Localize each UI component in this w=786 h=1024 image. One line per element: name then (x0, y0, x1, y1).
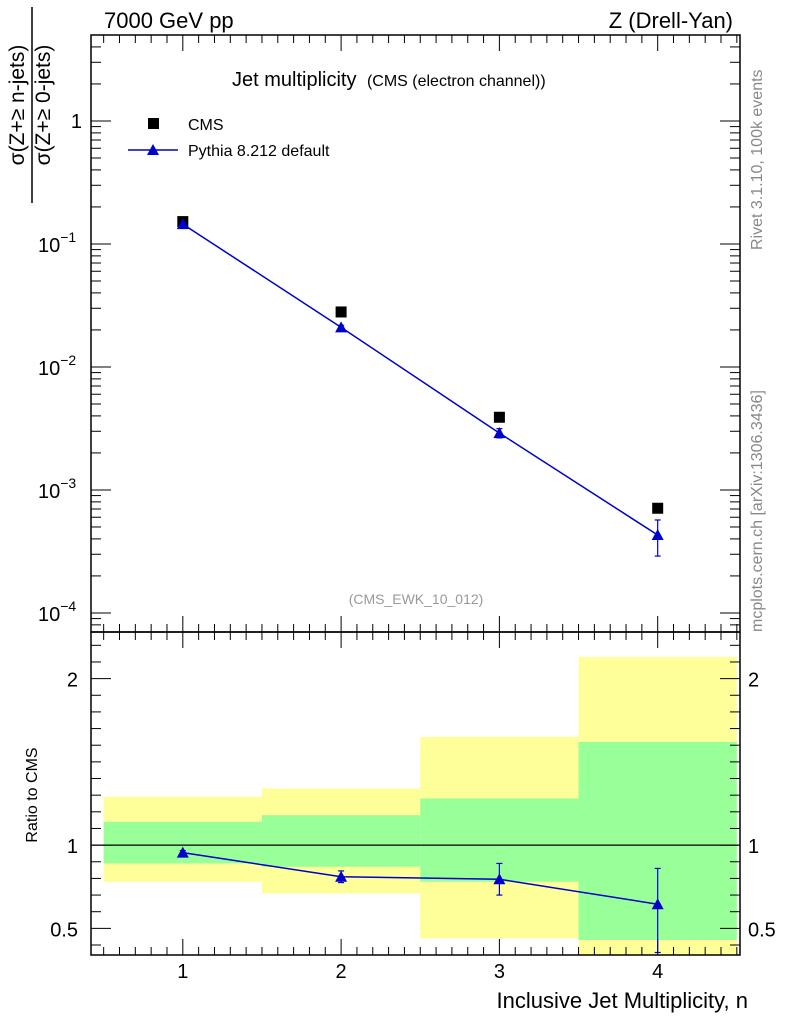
legend-marker-cms (148, 118, 159, 129)
analysis-id-watermark: (CMS_EWK_10_012) (349, 591, 484, 607)
y-tick-label-base: 10 (38, 235, 60, 257)
x-tick-label: 2 (336, 961, 347, 983)
y-tick-label-exponent: −3 (60, 475, 76, 491)
ratio-pythia-line (182, 851, 658, 905)
y-tick-label-base: 10 (38, 358, 60, 380)
pythia-data-point (493, 427, 506, 439)
pythia-line (182, 223, 659, 536)
y-tick-label: 1 (71, 111, 82, 133)
y-tick-label: 10−2 (38, 352, 76, 380)
ratio-y-tick-label-left: 2 (67, 670, 78, 692)
y-tick-label-base: 10 (38, 604, 60, 626)
pythia-data-point (335, 321, 348, 333)
main-y-label: σ(Z+≥ n-jets) σ(Z+≥ 0-jets) (6, 7, 55, 203)
pythia-data-point (651, 529, 664, 541)
ratio-y-label: Ratio to CMS (24, 747, 41, 842)
y-tick-label: 10−3 (38, 475, 76, 503)
ratio-y-tick-label-left: 1 (67, 836, 78, 858)
legend: CMS Pythia 8.212 default (128, 117, 330, 160)
ratio-y-tick-label-right: 1 (748, 836, 759, 858)
ratio-band-1sigma (261, 815, 421, 867)
y-tick-label-base: 10 (38, 481, 60, 503)
ratio-y-tick-label-right: 0.5 (748, 919, 776, 941)
x-tick-label: 4 (652, 961, 663, 983)
ratio-data-point (335, 870, 348, 882)
y-tick-label: 10−1 (38, 229, 76, 257)
y-tick-label-exponent: −4 (60, 598, 76, 614)
y-tick-label-exponent: −2 (60, 352, 76, 368)
ratio-data-point (176, 846, 189, 858)
ratio-data-point (651, 898, 664, 910)
chart-title-main: Jet multiplicity (232, 69, 356, 91)
main-y-label-denominator: σ(Z+≥ 0-jets) (32, 45, 55, 166)
rivet-version-label: Rivet 3.1.10, 100k events (749, 69, 766, 250)
header-left: 7000 GeV pp (104, 8, 234, 33)
legend-label-cms: CMS (188, 117, 224, 134)
cms-data-point (335, 306, 347, 318)
ratio-y-tick-label-right: 2 (748, 670, 759, 692)
pythia-data-point (176, 218, 189, 230)
cms-data-point (652, 502, 664, 514)
chart-title-sub: (CMS (electron channel)) (367, 73, 546, 90)
chart-title: Jet multiplicity (CMS (electron channel)… (232, 69, 546, 91)
ratio-data-point (493, 873, 506, 885)
legend-marker-pythia (147, 144, 159, 155)
y-tick-label: 10−4 (38, 598, 76, 626)
cms-data-point (493, 411, 505, 423)
x-axis-label: Inclusive Jet Multiplicity, n (497, 988, 748, 1013)
header-right: Z (Drell-Yan) (609, 8, 733, 33)
x-tick-label: 3 (494, 961, 505, 983)
x-tick-label: 1 (177, 961, 188, 983)
ratio-y-tick-label-left: 0.5 (50, 919, 78, 941)
ratio-plot-frame (90, 631, 741, 956)
legend-label-pythia: Pythia 8.212 default (188, 143, 330, 160)
source-label: mcplots.cern.ch [arXiv:1306.3436] (749, 390, 766, 632)
y-tick-label-exponent: −1 (60, 229, 76, 245)
main-y-label-numerator: σ(Z+≥ n-jets) (6, 45, 29, 166)
